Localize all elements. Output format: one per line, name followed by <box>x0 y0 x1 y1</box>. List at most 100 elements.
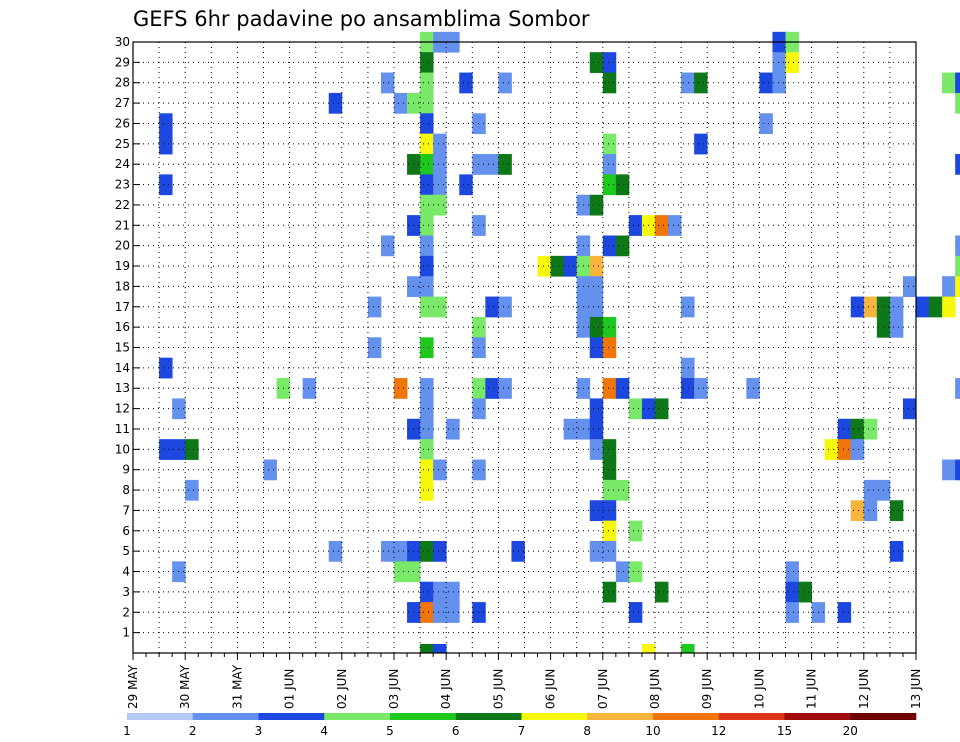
heatmap-cell <box>498 378 512 399</box>
colorbar-label: 4 <box>320 724 328 738</box>
heatmap-cell <box>394 92 408 114</box>
heatmap-cell <box>798 581 812 603</box>
heatmap-cell <box>433 581 447 603</box>
colorbar-segment <box>192 713 259 720</box>
heatmap-cell <box>420 72 434 94</box>
colorbar-segment <box>587 713 654 720</box>
heatmap-cell <box>955 72 960 94</box>
y-axis: 1234567891011121314151617181920212223242… <box>115 35 140 640</box>
colorbar-segment <box>127 713 194 720</box>
colorbar-segment <box>324 713 391 720</box>
heatmap-cell <box>942 276 956 297</box>
y-tick-label: 6 <box>122 524 130 538</box>
heatmap-cell <box>485 154 499 175</box>
y-tick-label: 10 <box>115 442 130 456</box>
x-tick-label: 04 JUN <box>439 669 453 709</box>
heatmap-cell <box>955 235 960 257</box>
heatmap-cell <box>459 72 473 94</box>
colorbar-segment <box>653 713 720 720</box>
heatmap-cell <box>485 296 499 318</box>
colorbar-label: 12 <box>711 724 726 738</box>
heatmap-cell <box>863 296 878 318</box>
y-tick-label: 12 <box>115 402 130 416</box>
heatmap-cell <box>472 602 486 623</box>
y-tick-label: 18 <box>115 279 130 293</box>
heatmap-cell <box>916 296 930 318</box>
heatmap-cell <box>498 154 512 175</box>
colorbar-segment <box>390 713 457 720</box>
heatmap-cell <box>772 72 786 94</box>
heatmap-cell <box>420 255 434 277</box>
y-tick-label: 29 <box>115 55 130 69</box>
x-tick-label: 01 JUN <box>283 669 297 709</box>
heatmap-cell <box>433 174 447 196</box>
heatmap-cell <box>694 378 708 399</box>
colorbar-segment <box>850 713 917 720</box>
heatmap-cell <box>420 398 434 420</box>
heatmap-cell <box>615 174 630 196</box>
heatmap-cell <box>472 215 486 236</box>
heatmap-cell <box>942 72 956 94</box>
heatmap-cell <box>185 479 199 501</box>
heatmap-cell <box>589 398 604 420</box>
colorbar-label: 8 <box>583 724 591 738</box>
heatmap-cell <box>433 459 447 481</box>
x-tick-label: 02 JUN <box>335 669 349 709</box>
heatmap-cell <box>785 561 799 583</box>
heatmap-cell <box>433 296 447 318</box>
heatmap-cell <box>420 439 434 460</box>
heatmap-cell <box>759 72 773 94</box>
y-tick-label: 16 <box>115 320 130 334</box>
heatmap-cell <box>681 72 695 94</box>
heatmap-cell <box>472 459 486 481</box>
heatmap-cell <box>459 174 473 196</box>
heatmap-cell <box>942 459 956 481</box>
heatmap-cell <box>420 194 434 216</box>
heatmap-cell <box>955 154 960 175</box>
y-tick-label: 27 <box>115 96 130 110</box>
x-tick-label: 03 JUN <box>387 669 401 709</box>
heatmap-cell <box>602 479 617 501</box>
heatmap-cell <box>889 500 904 522</box>
y-tick-label: 14 <box>115 361 130 375</box>
heatmap-cell <box>589 500 604 522</box>
colorbar-label: 6 <box>452 724 460 738</box>
colorbar-label: 20 <box>843 724 858 738</box>
heatmap-cell <box>863 418 878 440</box>
y-tick-label: 8 <box>122 483 130 497</box>
heatmap-cell <box>850 296 865 318</box>
heatmap-cell <box>380 540 395 562</box>
heatmap-cell <box>420 52 434 73</box>
heatmap-cell <box>159 174 173 196</box>
heatmap-cell <box>863 500 878 522</box>
heatmap-cell <box>602 316 617 338</box>
colorbar-label: 1 <box>123 724 131 738</box>
heatmap-cell <box>433 602 447 623</box>
y-tick-label: 17 <box>115 300 130 314</box>
heatmap-cell <box>563 255 578 277</box>
heatmap-cell <box>602 72 617 94</box>
x-tick-label: 08 JUN <box>648 669 662 709</box>
x-tick-label: 07 JUN <box>596 669 610 709</box>
heatmap-cell <box>433 133 447 155</box>
heatmap-cell <box>380 235 395 257</box>
heatmap-cell <box>615 378 630 399</box>
heatmap-cell <box>159 133 173 155</box>
colorbar-segment <box>455 713 522 720</box>
heatmap-cell <box>394 378 408 399</box>
colorbar-segment <box>718 713 785 720</box>
heatmap-cell <box>694 133 708 155</box>
heatmap-cell <box>628 520 643 542</box>
heatmap-cell <box>472 398 486 420</box>
heatmap-cell <box>889 316 904 338</box>
heatmap-cell <box>472 154 486 175</box>
x-tick-label: 09 JUN <box>700 669 714 709</box>
heatmap-cell <box>589 316 604 338</box>
colorbar: 1 2 3 4 5 6 7 8 10 12 15 20 <box>123 713 917 738</box>
y-tick-label: 2 <box>122 605 130 619</box>
heatmap-cell <box>159 439 173 460</box>
heatmap-cell <box>472 316 486 338</box>
heatmap-cell <box>589 337 604 359</box>
heatmap-cell <box>824 439 839 460</box>
colorbar-label: 7 <box>518 724 526 738</box>
